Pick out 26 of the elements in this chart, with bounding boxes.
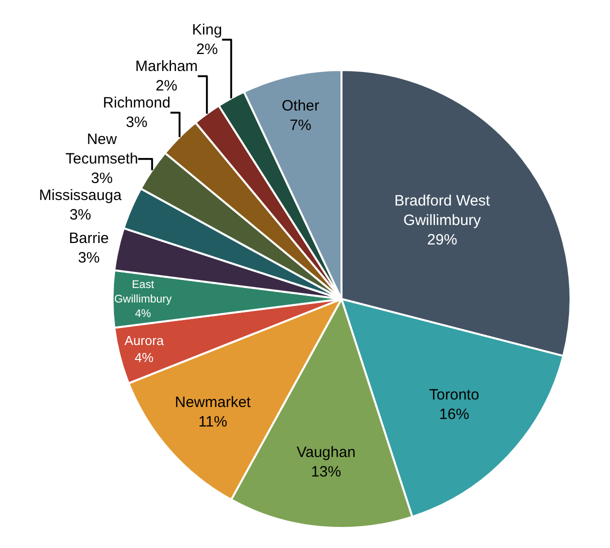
data-label: 11% xyxy=(198,413,228,430)
data-label: 16% xyxy=(439,406,470,424)
slice-label: Toronto xyxy=(429,386,480,404)
data-label: 3% xyxy=(78,249,100,266)
slice-label: Mississauga xyxy=(39,186,122,204)
slice-label: East Gwillimbury xyxy=(114,278,172,306)
slice-label: Other xyxy=(282,97,320,114)
data-label: 4% xyxy=(134,350,154,366)
slice-label: Vaughan xyxy=(296,444,356,461)
slice-label: Bradford West Gwillimbury xyxy=(394,192,491,230)
slice-label: Newmarket xyxy=(174,394,252,411)
slice-label: Barrie xyxy=(68,230,109,247)
data-label: 2% xyxy=(156,77,178,94)
data-label: 2% xyxy=(196,40,218,58)
slice-label: Markham xyxy=(135,58,198,75)
data-label: 13% xyxy=(311,463,342,480)
data-label: 4% xyxy=(134,308,152,320)
data-label: 3% xyxy=(90,170,113,187)
data-label: 3% xyxy=(69,206,92,224)
data-label: 29% xyxy=(427,232,458,249)
slice-label: Aurora xyxy=(124,333,164,348)
data-label: 3% xyxy=(126,114,148,131)
data-label: 7% xyxy=(290,116,312,134)
slice-label: King xyxy=(192,21,222,38)
slice-label: New Tecumseth xyxy=(66,130,138,168)
slice-label: Richmond xyxy=(102,94,170,112)
